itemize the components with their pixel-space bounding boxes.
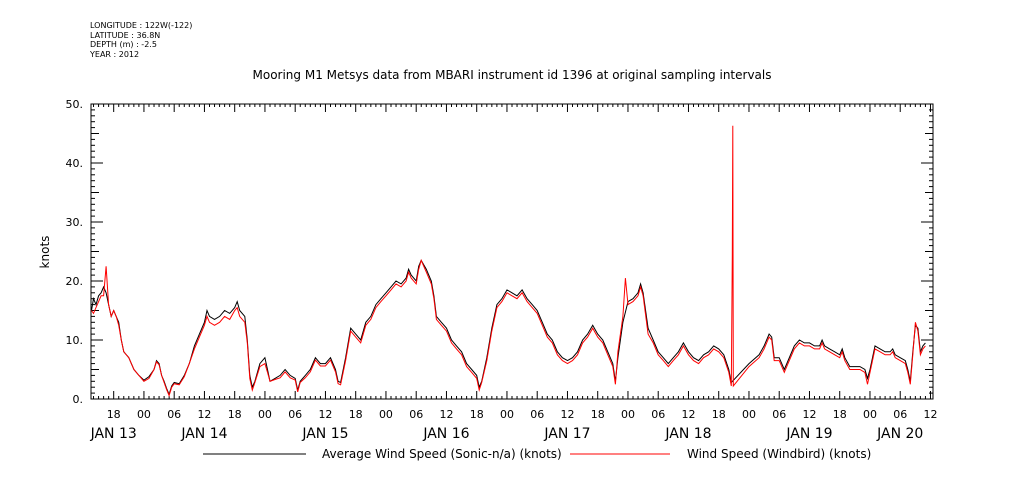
x-day-label: JAN 15 <box>301 426 348 442</box>
metadata-block: LONGITUDE : 122W(-122) LATITUDE : 36.8N … <box>90 21 192 59</box>
x-tick-label: 12 <box>197 408 211 421</box>
x-axis: 18 00 06 12 18 00 06 12 18 00 06 12 18 00 06 12 18 00 06 12… <box>90 104 937 442</box>
x-tick-label: 12 <box>439 408 453 421</box>
x-tick-label: 06 <box>409 408 423 421</box>
x-day-label: JAN 13 <box>90 426 137 442</box>
x-tick-label: 06 <box>288 408 302 421</box>
latitude-label: LATITUDE : 36.8N <box>90 30 161 40</box>
x-day-label: JAN 14 <box>180 426 227 442</box>
x-tick-label: 00 <box>863 408 877 421</box>
x-tick-label: 00 <box>621 408 635 421</box>
x-tick-label: 12 <box>318 408 332 421</box>
year-label: YEAR : 2012 <box>90 49 140 59</box>
x-tick-label: 12 <box>802 408 816 421</box>
x-tick-label: 06 <box>772 408 786 421</box>
x-tick-label: 00 <box>500 408 514 421</box>
x-day-label: JAN 20 <box>876 426 923 442</box>
y-axis: 0. 10. 20. 30. 40. 50. <box>66 98 933 406</box>
x-day-label: JAN 16 <box>422 426 469 442</box>
y-tick-label: 30. <box>66 216 84 229</box>
x-day-label: JAN 17 <box>543 426 590 442</box>
y-axis-label: knots <box>38 236 52 269</box>
y-tick-label: 50. <box>66 98 84 111</box>
y-tick-label: 20. <box>66 275 84 288</box>
x-tick-label: 06 <box>530 408 544 421</box>
chart-title: Mooring M1 Metsys data from MBARI instru… <box>252 68 772 82</box>
y-tick-label: 10. <box>66 334 84 347</box>
x-tick-label: 18 <box>833 408 847 421</box>
x-tick-label: 00 <box>258 408 272 421</box>
x-tick-label: 18 <box>591 408 605 421</box>
x-tick-label: 06 <box>651 408 665 421</box>
depth-label: DEPTH (m) : -2.5 <box>90 40 157 49</box>
series-windbird-wind-speed <box>91 125 926 397</box>
y-tick-label: 0. <box>73 393 84 406</box>
legend-label-average: Average Wind Speed (Sonic-n/a) (knots) <box>322 447 562 461</box>
legend: Average Wind Speed (Sonic-n/a) (knots) W… <box>203 447 871 461</box>
x-tick-label: 00 <box>742 408 756 421</box>
plot-frame <box>90 103 934 400</box>
x-tick-label: 12 <box>923 408 937 421</box>
x-tick-label: 18 <box>107 408 121 421</box>
x-day-label: JAN 18 <box>664 426 711 442</box>
y-tick-label: 40. <box>66 157 84 170</box>
x-tick-label: 06 <box>167 408 181 421</box>
x-tick-label: 18 <box>349 408 363 421</box>
x-day-label: JAN 19 <box>785 426 832 442</box>
x-tick-label: 00 <box>379 408 393 421</box>
x-tick-label: 06 <box>893 408 907 421</box>
series-lines <box>91 125 926 397</box>
x-tick-label: 18 <box>470 408 484 421</box>
x-tick-label: 12 <box>560 408 574 421</box>
x-tick-label: 00 <box>137 408 151 421</box>
x-tick-label: 12 <box>681 408 695 421</box>
x-tick-label: 18 <box>228 408 242 421</box>
legend-label-windbird: Wind Speed (Windbird) (knots) <box>687 447 871 461</box>
x-tick-label: 18 <box>712 408 726 421</box>
longitude-label: LONGITUDE : 122W(-122) <box>90 21 193 30</box>
series-average-wind-speed <box>91 259 926 396</box>
